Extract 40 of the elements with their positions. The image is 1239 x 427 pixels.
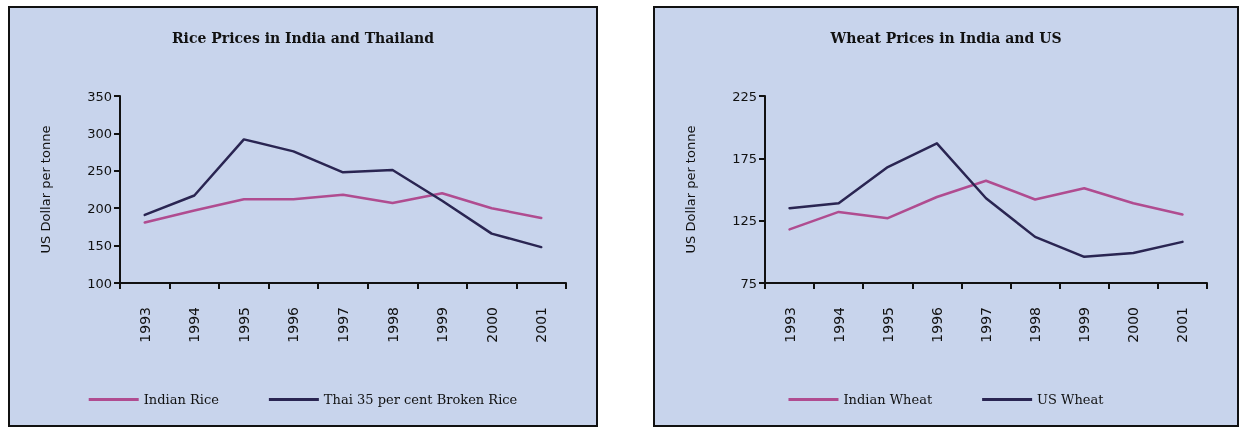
x-tick-label: 1995 (879, 307, 896, 343)
x-tick-label: 1994 (830, 306, 847, 343)
legend-label: Thai 35 per cent Broken Rice (323, 392, 518, 407)
y-tick-label: 350 (87, 88, 112, 104)
x-tick-label: 2000 (1125, 307, 1142, 343)
y-tick-label: 200 (87, 200, 112, 216)
y-tick-label: 175 (732, 150, 757, 166)
chart-title: Rice Prices in India and Thailand (171, 30, 435, 46)
x-tick-label: 1995 (235, 307, 252, 343)
line-series (143, 138, 543, 249)
x-tick-label: 2001 (533, 307, 550, 343)
y-tick-label: 125 (732, 213, 757, 229)
x-tick-label: 2000 (483, 307, 500, 343)
legend-label: Indian Rice (143, 392, 220, 407)
x-tick-label: 1993 (136, 307, 153, 343)
line-series (788, 179, 1184, 231)
x-tick-label: 1999 (434, 307, 451, 343)
x-tick-label: 1999 (1076, 307, 1093, 343)
chart-title: Wheat Prices in India and US (829, 30, 1062, 46)
x-tick-label: 1996 (285, 306, 302, 343)
y-axis-title: US Dollar per tonne (683, 125, 698, 254)
y-axis-title: US Dollar per tonne (38, 125, 53, 254)
legend-label: Indian Wheat (843, 392, 933, 407)
y-tick-label: 250 (87, 163, 112, 179)
x-tick-label: 1996 (928, 306, 945, 343)
y-tick-label: 300 (87, 125, 112, 141)
y-tick-label: 150 (87, 238, 112, 254)
x-tick-label: 2001 (1174, 307, 1191, 343)
y-tick-label: 225 (732, 88, 757, 104)
x-tick-label: 1993 (781, 307, 798, 343)
x-tick-label: 1998 (1027, 307, 1044, 343)
x-tick-label: 1998 (384, 307, 401, 343)
x-tick-label: 1997 (335, 307, 351, 343)
x-tick-label: 1997 (978, 307, 994, 343)
y-tick-label: 75 (740, 275, 757, 291)
y-tick-label: 100 (87, 275, 112, 291)
line-series (788, 142, 1184, 259)
line-series (143, 191, 543, 224)
x-tick-label: 1994 (186, 306, 203, 343)
legend-label: US Wheat (1037, 392, 1105, 407)
